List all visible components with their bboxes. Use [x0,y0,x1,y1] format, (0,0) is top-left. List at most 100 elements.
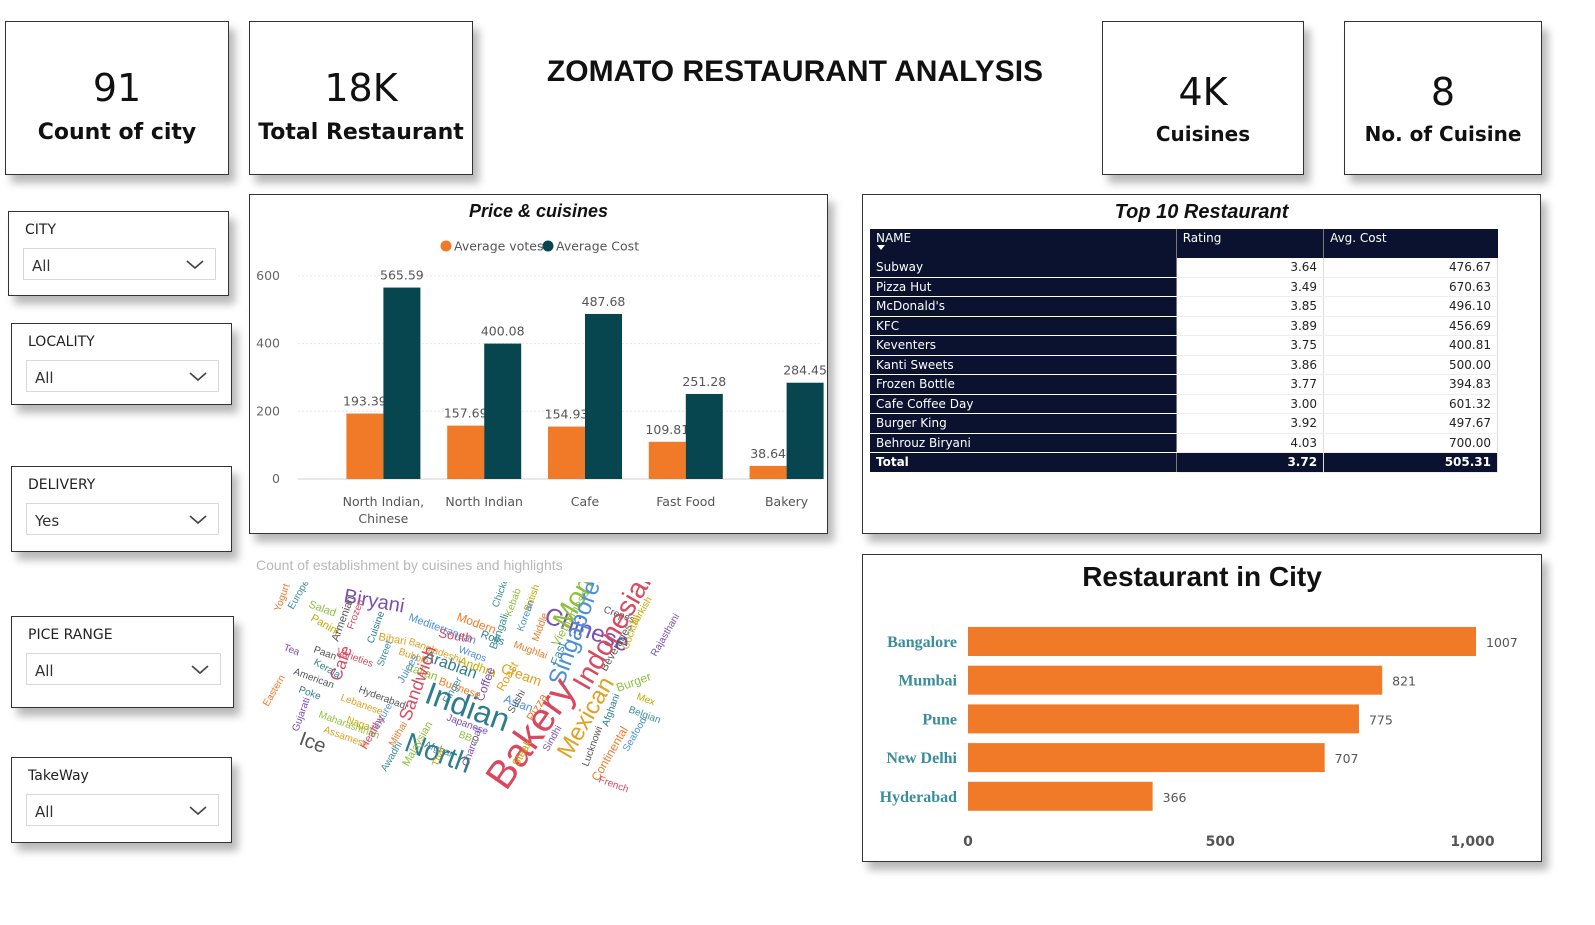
table-row[interactable]: McDonald's 3.85 496.10 [870,296,1498,317]
cell-rating: 3.64 [1176,258,1325,278]
kpi-card-cuisines: 4K Cuisines [1102,21,1304,175]
chart-title: Price & cuisines [468,201,609,221]
delivery-dropdown[interactable]: Yes [26,503,219,535]
data-label: 157.69 [444,406,488,421]
x-tick-label: Bakery [765,494,809,509]
bar-average-votes [648,441,686,479]
cell-rating: 3.49 [1176,277,1325,297]
kpi-value: 8 [1430,70,1456,114]
cell-rating: 3.00 [1176,394,1325,414]
bar-average-cost [383,287,421,479]
city-dropdown[interactable]: All [23,248,216,280]
table-total-row[interactable]: Total 3.72 505.31 [870,452,1498,473]
table-row[interactable]: Pizza Hut 3.49 670.63 [870,277,1498,297]
table-row[interactable]: Frozen Bottle 3.77 394.83 [870,374,1498,395]
table-row[interactable]: Kanti Sweets 3.86 500.00 [870,355,1498,375]
slicer-value: Yes [35,512,60,530]
x-tick-label: North Indian, [343,494,425,509]
chevron-down-icon [189,515,207,525]
data-label: 154.93 [545,407,589,422]
chart-title: Restaurant in City [1082,561,1322,592]
x-tick-label: 1,000 [1450,834,1495,850]
x-tick-label: North Indian [445,494,523,509]
city-label: Mumbai [898,673,957,690]
data-label: 251.28 [682,374,726,389]
price-cuisines-chart: Average votes Average Cost 0 200 400 600 193.3… [256,239,827,527]
wordcloud-word: Gujarati [290,696,312,733]
cell-avg-cost: 400.81 [1323,335,1498,356]
column-header-avg-cost[interactable]: Avg. Cost [1323,229,1498,258]
takeway-dropdown[interactable]: All [26,794,219,826]
cell-name: Kanti Sweets [870,355,1177,375]
x-tick-label: 0 [963,834,973,850]
cuisine-wordcloud: YogurtEuropeanSaladPaniniBiryaniArmenian… [261,582,682,797]
wordcloud-word: French [597,774,630,795]
city-bar [968,781,1153,811]
table-row[interactable]: Cafe Coffee Day 3.00 601.32 [870,394,1498,414]
top10-table: NAME Rating Avg. Cost Subway 3.64 476.67 Pi… [870,229,1498,473]
cell-avg-cost: 456.69 [1323,316,1498,336]
kpi-value: 4K [1178,70,1228,114]
city-label: Hyderabad [880,789,957,806]
cell-name: Behrouz Biryani [870,433,1177,453]
data-label: 487.68 [582,294,626,309]
wordcloud-word: Street [375,639,395,668]
legend-label: Average votes [454,239,543,254]
slicer-locality: LOCALITY All [11,323,232,405]
wordcloud-word: Awadhi [379,740,405,774]
city-bar [968,627,1476,656]
wordcloud-word: Rajasthani [649,612,682,658]
bar-average-cost [786,382,824,479]
cell-avg-cost: 476.67 [1323,258,1498,278]
data-label: 775 [1369,712,1393,727]
kpi-card-total-restaurant: 18K Total Restaurant [249,21,473,175]
x-tick-label: Fast Food [656,494,715,509]
cell-avg-cost: 394.83 [1323,374,1498,395]
x-tick-label: Chinese [358,511,408,526]
data-label: 193.39 [343,394,387,409]
wordcloud-word: Eastern [261,673,288,708]
kpi-label: Total Restaurant [258,120,464,145]
wordcloud-word: Tea [282,642,301,658]
bar-average-votes [447,425,485,479]
table-row[interactable]: KFC 3.89 456.69 [870,316,1498,336]
price-range-dropdown[interactable]: All [26,653,221,685]
cell-rating: 3.77 [1176,374,1325,395]
cell-rating: 3.86 [1176,355,1325,375]
bar-average-votes [749,465,787,479]
kpi-card-city-count: 91 Count of city [5,21,229,175]
column-header-rating[interactable]: Rating [1176,229,1325,258]
slicer-city: CITY All [8,211,229,296]
cell-name: Total [870,452,1177,473]
slicer-title: LOCALITY [28,334,95,350]
column-header-name[interactable]: NAME [870,229,1177,258]
cell-name: Pizza Hut [870,277,1177,297]
x-tick-label: Cafe [571,494,600,509]
table-row[interactable]: Behrouz Biryani 4.03 700.00 [870,433,1498,453]
cell-rating: 3.89 [1176,316,1325,336]
data-label: 38.64 [750,446,786,461]
restaurant-city-chart: Bangalore 1007 Mumbai 821 Pune 775 New Delhi 70… [880,627,1518,850]
bar-average-votes [548,426,585,479]
table-row[interactable]: Subway 3.64 476.67 [870,258,1498,278]
cell-avg-cost: 497.67 [1323,413,1498,434]
cell-name: Cafe Coffee Day [870,394,1177,414]
city-label: Bangalore [887,634,957,651]
locality-dropdown[interactable]: All [26,360,219,392]
legend-marker [542,240,554,252]
slicer-price-range: PICE RANGE All [11,616,234,708]
x-tick-label: 500 [1206,834,1235,850]
slicer-title: TakeWay [28,768,89,784]
table-row[interactable]: Burger King 3.92 497.67 [870,413,1498,434]
bar-average-votes [346,413,384,479]
page-title: ZOMATO RESTAURANT ANALYSIS [546,55,1044,88]
slicer-takeway: TakeWay All [11,757,232,843]
slicer-title: CITY [25,222,57,238]
slicer-value: All [35,369,54,387]
data-label: 284.45 [783,363,827,378]
chevron-down-icon [186,260,204,270]
table-row[interactable]: Keventers 3.75 400.81 [870,335,1498,356]
kpi-label: Cuisines [1155,122,1251,146]
wordcloud-word: Burger [614,669,653,694]
cell-rating: 3.75 [1176,335,1325,356]
